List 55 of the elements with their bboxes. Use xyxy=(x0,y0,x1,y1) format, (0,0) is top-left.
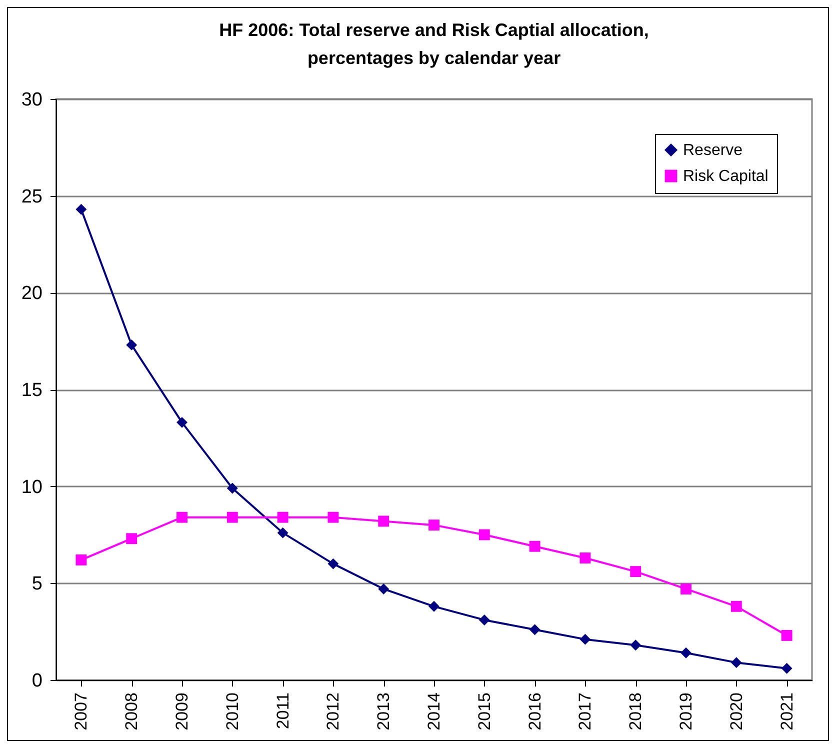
point xyxy=(478,529,490,540)
y-tick-label: 25 xyxy=(21,186,42,208)
point xyxy=(76,204,87,215)
point xyxy=(176,512,188,523)
point xyxy=(730,600,742,612)
x-tick-label: 2019 xyxy=(676,692,696,730)
legend-label: Reserve xyxy=(683,142,743,159)
point xyxy=(126,533,138,544)
point xyxy=(76,554,87,566)
x-tick-label: 2016 xyxy=(525,692,544,730)
point xyxy=(226,512,238,523)
x-tick-label: 2012 xyxy=(324,692,343,730)
y-tick-label: 20 xyxy=(21,283,42,304)
x-tick-label: 2020 xyxy=(726,692,746,730)
point xyxy=(630,566,642,578)
x-tick-label: 2008 xyxy=(122,692,142,730)
point xyxy=(428,600,440,612)
point xyxy=(580,552,591,564)
x-tick-label: 2007 xyxy=(72,692,91,730)
chart-title: HF 2006: Total reserve and Risk Captial allocation, percentages by calendar year xyxy=(219,20,649,68)
x-tick-label: 2017 xyxy=(576,692,595,730)
point xyxy=(277,512,288,523)
point xyxy=(680,584,692,594)
point xyxy=(781,662,792,674)
legend-label: Risk Capital xyxy=(683,168,768,185)
x-tick-label: 2021 xyxy=(777,692,796,730)
point xyxy=(126,339,138,350)
x-tick-label: 2015 xyxy=(474,692,494,730)
y-tick-label: 15 xyxy=(21,380,42,401)
point xyxy=(580,634,591,645)
y-tick-label: 30 xyxy=(21,90,42,110)
point xyxy=(680,647,692,658)
point xyxy=(378,516,390,527)
point xyxy=(378,584,390,594)
x-tick-label: 2014 xyxy=(424,692,444,730)
point xyxy=(529,624,540,636)
x-tick-label: 2010 xyxy=(222,692,242,730)
point xyxy=(781,630,792,641)
point xyxy=(328,512,339,523)
point xyxy=(277,527,288,538)
x-tick-label: 2018 xyxy=(626,692,646,730)
point xyxy=(478,614,490,626)
y-tick-label: 0 xyxy=(32,670,42,692)
x-tick-label: 2011 xyxy=(273,692,292,730)
y-tick-label: 10 xyxy=(21,476,42,498)
point xyxy=(226,482,238,494)
y-tick-label: 5 xyxy=(32,574,42,595)
x-tick-label: 2013 xyxy=(374,692,394,730)
point xyxy=(328,558,339,570)
point xyxy=(730,657,742,668)
point xyxy=(529,540,540,552)
point xyxy=(428,520,440,531)
point xyxy=(176,416,188,428)
x-tick-label: 2009 xyxy=(172,692,192,730)
point xyxy=(630,640,642,651)
